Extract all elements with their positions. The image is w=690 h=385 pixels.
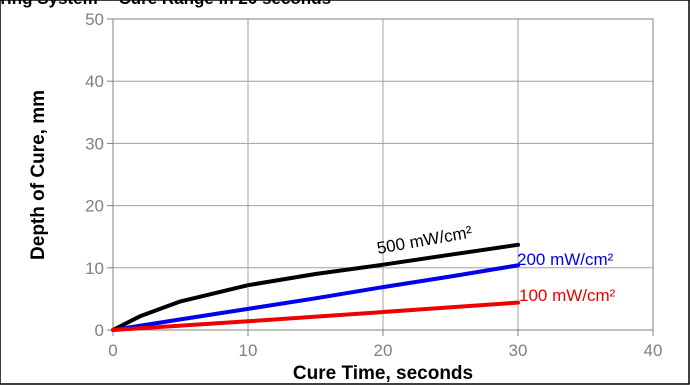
y-axis-title: Depth of Cure, mm [28,90,49,260]
x-tick-label: 0 [108,341,117,360]
chart-title: uring System -- Cure Range in 20 seconds [0,0,331,8]
grid [107,18,654,336]
x-tick-label: 10 [239,341,258,360]
series-label-1: 200 mW/cm² [517,250,614,269]
y-tick-label: 0 [95,321,104,340]
series-lines [111,242,520,332]
y-tick-label: 10 [85,259,104,278]
y-tick-label: 40 [85,72,104,91]
y-tick-label: 50 [85,10,104,29]
y-tick-label: 20 [85,197,104,216]
series-line-0 [111,242,520,332]
tick-labels: 0 10 20 30 40 0 10 20 30 40 50 [85,10,662,360]
x-tick-label: 40 [644,341,663,360]
series-line-1 [111,263,520,332]
x-tick-label: 20 [374,341,393,360]
plot-area [112,18,654,331]
series-line-2 [111,300,520,332]
x-tick-label: 30 [509,341,528,360]
y-tick-label: 30 [85,134,104,153]
x-axis-title: Cure Time, seconds [293,363,473,384]
series-label-2: 100 mW/cm² [519,286,616,305]
